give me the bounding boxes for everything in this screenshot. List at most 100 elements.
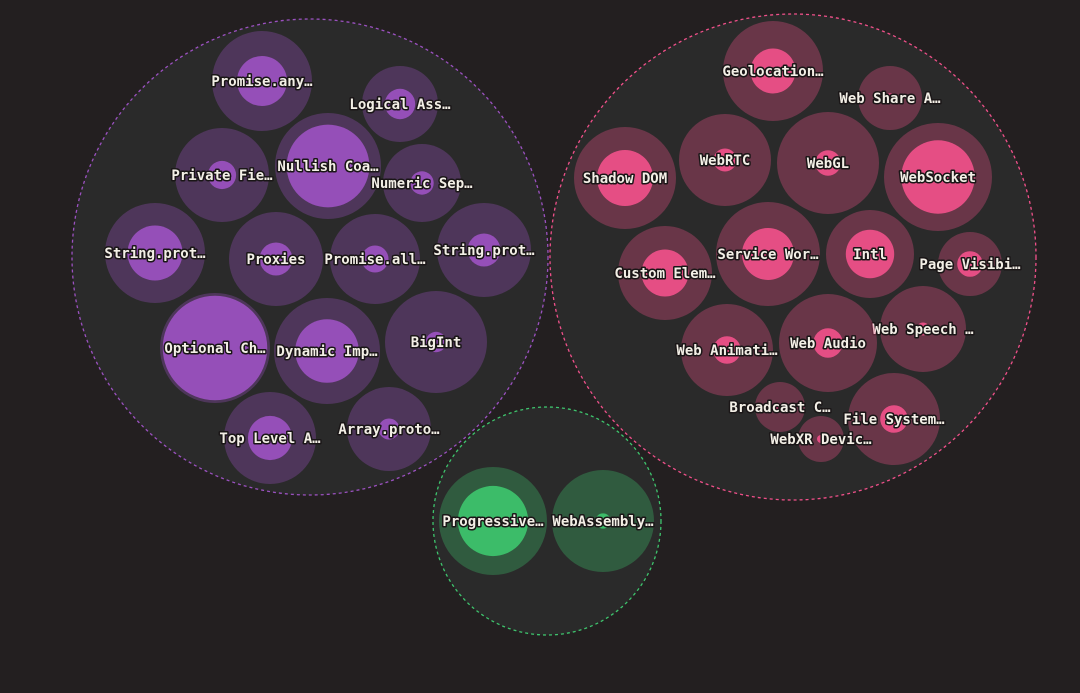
bubble-label: WebRTC xyxy=(700,153,751,169)
bubble-inner xyxy=(713,336,741,364)
bubble-label: WebSocket xyxy=(900,170,976,186)
bubble-label: Geolocation… xyxy=(722,64,824,80)
bubble-inner xyxy=(742,228,794,280)
bubble-label: Nullish Coa… xyxy=(277,159,379,175)
bubble-platform-0[interactable]: Progressive… xyxy=(439,467,547,575)
group-platform: Progressive… WebAssembly… xyxy=(432,406,662,636)
bubble-label: Promise.all… xyxy=(324,252,426,268)
bubble-web-15[interactable]: WebXR Devic… xyxy=(769,416,874,462)
bubble-js-8[interactable]: String.prot… xyxy=(432,203,537,297)
bubble-label: Dynamic Imp… xyxy=(276,344,378,360)
bubble-label: Proxies xyxy=(246,252,305,268)
bubble-inner xyxy=(596,149,654,207)
bubble-label: Intl xyxy=(853,247,887,263)
bubble-js-5[interactable]: String.prot… xyxy=(103,203,208,303)
bubble-label: Web Share A… xyxy=(839,91,941,107)
bubble-label: String.prot… xyxy=(104,246,206,262)
bubble-label: Array.proto… xyxy=(338,422,440,438)
bubble-inner xyxy=(817,435,825,443)
bubble-web-6[interactable]: Custom Elem… xyxy=(613,226,718,320)
group-js: Promise.any… Logical Ass… Private Fie…Null… xyxy=(71,18,549,496)
bubble-label: WebGL xyxy=(807,156,849,172)
bubble-label: Numeric Sep… xyxy=(371,176,473,192)
bubble-label: Logical Ass… xyxy=(349,97,451,113)
bubble-js-4[interactable]: Numeric Sep… xyxy=(370,144,475,222)
bubble-inner xyxy=(595,513,611,529)
bubble-label: Web Animati… xyxy=(676,343,778,359)
bubble-web-12[interactable]: Web Audio xyxy=(779,294,877,392)
bubble-js-12[interactable]: Top Level A… xyxy=(218,392,323,484)
group-circle-platform xyxy=(432,406,662,636)
bubble-inner xyxy=(457,485,529,557)
bubble-web-10[interactable]: Web Speech … xyxy=(871,286,976,372)
bubble-js-6[interactable]: Proxies xyxy=(229,212,323,306)
bubble-js-7[interactable]: Promise.all… xyxy=(323,214,428,304)
bubble-js-3[interactable]: Nullish Coa… xyxy=(275,113,381,219)
bubble-label: String.prot… xyxy=(433,243,535,259)
bubble-inner xyxy=(880,405,908,433)
bubble-inner xyxy=(713,148,737,172)
bubble-inner xyxy=(259,242,293,276)
bubble-label: Promise.any… xyxy=(211,74,313,90)
bubble-web-11[interactable]: Web Animati… xyxy=(675,304,780,396)
bubble-label: Custom Elem… xyxy=(614,266,716,282)
bubble-js-1[interactable]: Logical Ass… xyxy=(348,66,453,142)
bubble-inner xyxy=(916,322,930,336)
bubble-js-13[interactable]: Array.proto… xyxy=(337,387,442,471)
bubble-inner xyxy=(467,233,501,267)
group-web: Geolocation… Web Share A… Shadow DOM WebRTC… xyxy=(549,13,1037,501)
bubble-inner xyxy=(957,251,983,277)
bubble-inner xyxy=(845,229,895,279)
bubble-inner xyxy=(162,295,268,401)
bubble-inner xyxy=(295,319,359,383)
bubble-label: WebAssembly… xyxy=(552,514,654,530)
bubble-inner xyxy=(247,415,293,461)
bubble-js-0[interactable]: Promise.any… xyxy=(210,31,315,131)
bubble-label: Private Fie… xyxy=(171,168,273,184)
bubble-inner xyxy=(815,150,841,176)
bubble-inner xyxy=(750,48,796,94)
bubble-inner xyxy=(776,403,784,411)
bubble-label: Service Wor… xyxy=(717,247,819,263)
bubble-inner xyxy=(207,160,237,190)
bubble-label: Top Level A… xyxy=(219,431,321,447)
bubble-label: Web Speech … xyxy=(872,322,974,338)
bubble-inner xyxy=(813,328,843,358)
bubble-inner xyxy=(378,418,400,440)
bubble-label: BigInt xyxy=(411,335,462,351)
bubble-web-8[interactable]: Intl xyxy=(826,210,914,298)
bubble-label: File System… xyxy=(843,412,945,428)
bubble-label: Page Visibi… xyxy=(919,257,1021,273)
bubble-inner xyxy=(425,331,447,353)
bubble-inner xyxy=(885,93,895,103)
bubble-inner xyxy=(361,245,389,273)
bubble-web-7[interactable]: Service Wor… xyxy=(716,202,821,306)
bubble-inner xyxy=(410,171,434,195)
bubble-web-13[interactable]: Broadcast C… xyxy=(728,382,833,432)
bubble-label: Progressive… xyxy=(442,514,544,530)
bubble-web-4[interactable]: WebGL xyxy=(777,112,879,214)
bubble-web-2[interactable]: Shadow DOM xyxy=(574,127,676,229)
bubble-web-0[interactable]: Geolocation… xyxy=(721,21,826,121)
bubble-web-5[interactable]: WebSocket xyxy=(884,123,992,231)
bubble-js-11[interactable]: BigInt xyxy=(385,291,487,393)
bubble-label: Broadcast C… xyxy=(729,400,831,416)
bubble-label: Optional Ch… xyxy=(164,341,266,357)
bubble-label: WebXR Devic… xyxy=(770,432,872,448)
bubble-inner xyxy=(237,56,287,106)
bubble-js-9[interactable]: Optional Ch… xyxy=(160,293,270,403)
bubble-web-9[interactable]: Page Visibi… xyxy=(918,232,1023,296)
bubble-js-10[interactable]: Dynamic Imp… xyxy=(274,298,380,404)
bubble-web-1[interactable]: Web Share A… xyxy=(838,66,943,130)
bubble-web-14[interactable]: File System… xyxy=(842,373,947,465)
bubble-label: Shadow DOM xyxy=(583,171,667,187)
bubble-inner xyxy=(901,140,975,214)
bubble-platform-1[interactable]: WebAssembly… xyxy=(551,470,656,572)
bubble-inner xyxy=(286,124,370,208)
bubble-inner xyxy=(127,225,183,281)
bubble-web-3[interactable]: WebRTC xyxy=(679,114,771,206)
bubble-js-2[interactable]: Private Fie… xyxy=(170,128,275,222)
bubble-inner xyxy=(641,249,689,297)
bubble-inner xyxy=(384,88,416,120)
